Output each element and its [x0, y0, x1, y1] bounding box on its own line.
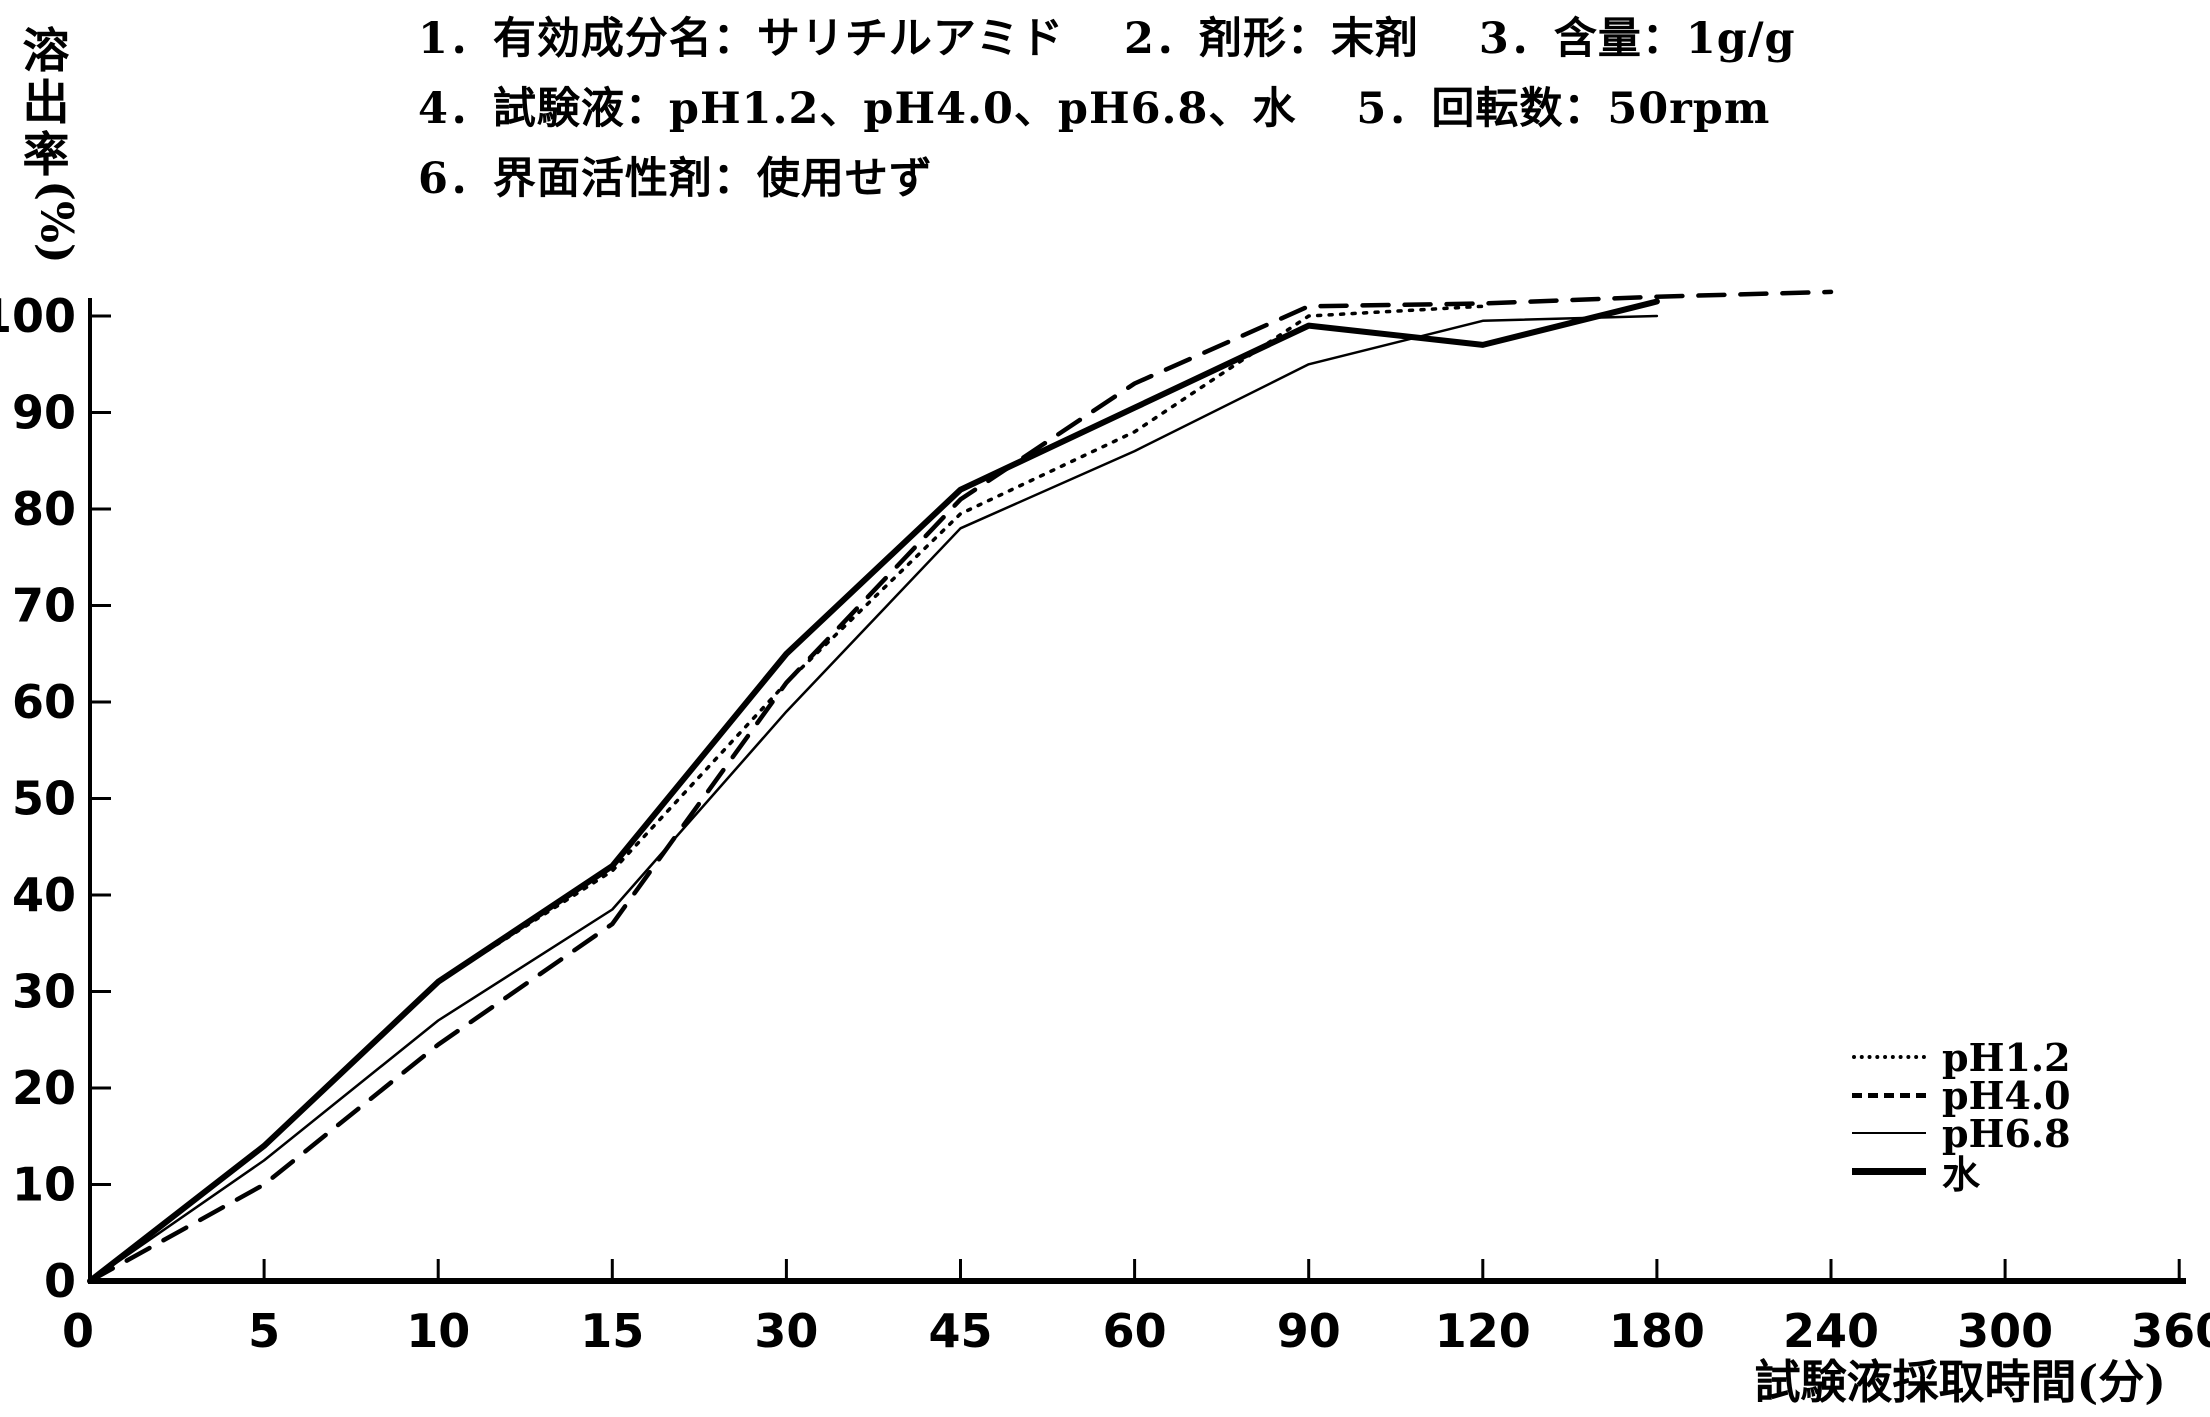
y-tick-label-40: 40	[12, 868, 76, 922]
y-tick-label-70: 70	[12, 579, 76, 633]
legend: pH1.2 pH4.0 pH6.8 水	[1852, 1035, 2071, 1197]
legend-item-ph12: pH1.2	[1852, 1035, 2071, 1080]
x-tick-label-90: 90	[1277, 1304, 1341, 1358]
y-tick-label-30: 30	[12, 965, 76, 1019]
legend-item-water: 水	[1852, 1152, 2071, 1197]
dashed-line-sample	[1852, 1092, 1926, 1098]
legend-label-ph12: pH1.2	[1942, 1034, 2071, 1080]
x-tick-label-5: 5	[248, 1304, 280, 1358]
y-tick-label-80: 80	[12, 482, 76, 536]
legend-label-ph68: pH6.8	[1942, 1110, 2071, 1156]
x-tick-label-360: 360	[2131, 1304, 2210, 1358]
series-line-pH1.2	[88, 304, 1485, 1283]
test-conditions-notes: 1．有効成分名：サリチルアミド 2．剤形：末剤 3．含量：1g/g 4．試験液：…	[418, 4, 1796, 214]
legend-label-ph40: pH4.0	[1942, 1072, 2071, 1118]
thin-line-sample	[1852, 1132, 1926, 1134]
series-line-pH6.8	[88, 314, 1659, 1283]
y-tick-label-0: 0	[44, 1254, 76, 1308]
x-tick-label-10: 10	[406, 1304, 470, 1358]
x-tick-label-300: 300	[1957, 1304, 2053, 1358]
x-tick-label-30: 30	[754, 1304, 818, 1358]
y-axis-title-char: 出	[22, 76, 70, 131]
y-axis-title-char: 溶	[22, 24, 70, 79]
x-tick-label-15: 15	[580, 1304, 644, 1358]
note-line-3: 6．界面活性剤：使用せず	[418, 154, 933, 204]
y-tick-label-20: 20	[12, 1061, 76, 1115]
y-axis-title-char: 率	[22, 128, 70, 183]
series-line-pH4.0	[87, 289, 1834, 1284]
legend-item-ph68: pH6.8	[1852, 1111, 2071, 1156]
x-tick-label-240: 240	[1783, 1304, 1879, 1358]
y-tick-label-90: 90	[12, 386, 76, 440]
note-line-2: 4．試験液：pH1.2、pH4.0、pH6.8、水 5．回転数：50rpm	[418, 84, 1771, 134]
x-tick-label-45: 45	[928, 1304, 992, 1358]
x-tick-label-0: 0	[62, 1304, 94, 1358]
y-tick-label-100: 100	[0, 289, 76, 343]
note-line-1: 1．有効成分名：サリチルアミド 2．剤形：末剤 3．含量：1g/g	[418, 14, 1796, 64]
thick-line-sample	[1852, 1167, 1926, 1175]
y-tick-label-50: 50	[12, 772, 76, 826]
legend-item-ph40: pH4.0	[1852, 1073, 2071, 1118]
x-tick-label-180: 180	[1609, 1304, 1705, 1358]
y-axis-title: 溶出率 (%)	[14, 24, 82, 264]
x-tick-label-60: 60	[1103, 1304, 1167, 1358]
x-axis-title: 試験液採取時間(分)	[1754, 1355, 2166, 1409]
dotted-line-sample	[1852, 1055, 1926, 1059]
series-line-水	[87, 298, 1660, 1284]
y-tick-label-10: 10	[12, 1158, 76, 1212]
legend-label-water: 水	[1942, 1151, 1981, 1197]
x-tick-label-120: 120	[1435, 1304, 1531, 1358]
y-tick-label-60: 60	[12, 675, 76, 729]
